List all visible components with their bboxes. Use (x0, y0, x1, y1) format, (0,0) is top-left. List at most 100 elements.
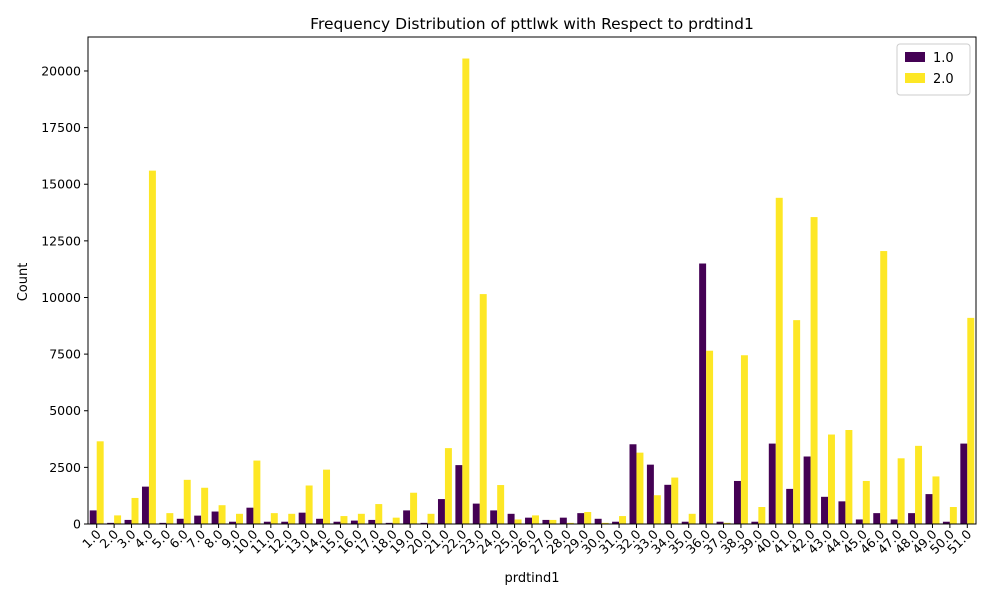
bars-group (89, 58, 975, 525)
bar-series-1.0-cat-27.0 (542, 519, 550, 524)
bar-series-1.0-cat-35.0 (681, 521, 689, 524)
legend: 1.02.0 (896, 43, 971, 96)
y-axis: 0 2500 5000 7500 10000 12500 15000 17500 20000 (41, 63, 88, 532)
bar-series-1.0-cat-18.0 (385, 522, 393, 524)
bar-series-2.0-cat-23.0 (479, 294, 487, 524)
bar-series-1.0-cat-38.0 (733, 480, 741, 524)
bar-series-2.0-cat-18.0 (392, 517, 400, 524)
bar-series-1.0-cat-16.0 (350, 520, 358, 524)
bar-series-1.0-cat-19.0 (403, 510, 411, 524)
chart-title: Frequency Distribution of pttlwk with Re… (310, 15, 754, 33)
y-tick-label: 20000 (41, 63, 81, 78)
bar-series-1.0-cat-44.0 (838, 501, 846, 524)
legend-swatch-2.0 (905, 73, 925, 83)
bar-series-1.0-cat-29.0 (577, 513, 585, 524)
bar-series-1.0-cat-7.0 (194, 515, 202, 524)
bar-series-1.0-cat-5.0 (159, 522, 167, 524)
bar-series-1.0-cat-21.0 (437, 499, 445, 524)
y-tick-label: 0 (73, 517, 81, 532)
bar-series-1.0-cat-12.0 (281, 521, 289, 524)
bar-series-2.0-cat-25.0 (514, 519, 522, 524)
y-tick-label: 7500 (49, 347, 81, 362)
bar-series-2.0-cat-20.0 (427, 513, 435, 524)
bar-series-1.0-cat-20.0 (420, 522, 428, 524)
bar-series-2.0-cat-21.0 (444, 448, 452, 524)
legend-label-1.0: 1.0 (933, 51, 954, 66)
bar-series-2.0-cat-2.0 (114, 515, 122, 524)
bar-series-2.0-cat-48.0 (915, 445, 923, 524)
bar-series-2.0-cat-7.0 (201, 487, 209, 524)
bar-series-2.0-cat-29.0 (584, 511, 592, 524)
bar-series-2.0-cat-33.0 (653, 495, 661, 524)
bar-series-2.0-cat-14.0 (323, 469, 331, 524)
bar-series-1.0-cat-10.0 (246, 507, 254, 524)
bar-series-2.0-cat-46.0 (880, 251, 888, 525)
bar-series-2.0-cat-13.0 (305, 485, 313, 524)
y-tick-label: 10000 (41, 290, 81, 305)
bar-series-2.0-cat-24.0 (497, 485, 505, 524)
bar-series-1.0-cat-45.0 (855, 519, 863, 524)
bar-series-1.0-cat-25.0 (507, 513, 515, 524)
bar-series-2.0-cat-15.0 (340, 516, 348, 524)
y-tick-label: 12500 (41, 233, 81, 248)
bar-series-1.0-cat-1.0 (89, 510, 97, 524)
x-axis-label: prdtind1 (504, 571, 559, 586)
y-tick-label: 5000 (49, 403, 81, 418)
bar-series-2.0-cat-10.0 (253, 460, 261, 524)
bar-series-1.0-cat-39.0 (751, 521, 759, 524)
bar-series-2.0-cat-28.0 (566, 522, 574, 524)
bar-series-1.0-cat-43.0 (821, 496, 828, 524)
bar-series-2.0-cat-5.0 (166, 513, 174, 524)
bar-series-2.0-cat-44.0 (845, 430, 853, 524)
legend-label-2.0: 2.0 (933, 72, 954, 87)
bar-series-2.0-cat-49.0 (932, 476, 940, 524)
bar-series-2.0-cat-17.0 (375, 504, 383, 524)
bar-series-2.0-cat-12.0 (288, 513, 296, 524)
bar-series-1.0-cat-51.0 (960, 443, 968, 524)
bar-series-2.0-cat-34.0 (671, 477, 679, 524)
bar-series-1.0-cat-50.0 (942, 521, 950, 524)
bar-series-2.0-cat-6.0 (183, 479, 191, 524)
bar-series-2.0-cat-31.0 (619, 516, 627, 524)
bar-series-2.0-cat-32.0 (636, 452, 644, 524)
bar-series-1.0-cat-17.0 (368, 519, 376, 524)
bar-series-1.0-cat-6.0 (176, 518, 184, 524)
bar-series-1.0-cat-3.0 (124, 519, 132, 524)
bar-series-1.0-cat-33.0 (646, 464, 654, 524)
bar-series-1.0-cat-49.0 (925, 494, 933, 524)
bar-series-2.0-cat-40.0 (775, 197, 783, 524)
bar-series-2.0-cat-51.0 (967, 317, 975, 524)
bar-series-1.0-cat-4.0 (141, 486, 149, 524)
bar-series-1.0-cat-28.0 (559, 517, 567, 524)
bar-series-2.0-cat-36.0 (706, 350, 714, 524)
bar-series-1.0-cat-9.0 (229, 521, 236, 524)
bar-series-2.0-cat-45.0 (862, 480, 870, 524)
bar-series-1.0-cat-30.0 (594, 518, 602, 524)
bar-series-2.0-cat-3.0 (131, 497, 139, 524)
bar-series-1.0-cat-2.0 (107, 522, 115, 524)
bar-series-2.0-cat-11.0 (270, 513, 278, 524)
bar-series-1.0-cat-46.0 (873, 513, 881, 524)
bar-series-1.0-cat-36.0 (699, 263, 707, 524)
bar-series-2.0-cat-30.0 (601, 522, 609, 524)
bar-series-2.0-cat-26.0 (532, 515, 539, 524)
bar-series-2.0-cat-8.0 (218, 505, 226, 524)
bar-series-2.0-cat-19.0 (410, 492, 418, 524)
bar-series-2.0-cat-50.0 (949, 507, 957, 524)
bar-series-1.0-cat-22.0 (455, 465, 463, 524)
bar-series-1.0-cat-48.0 (908, 513, 916, 524)
bar-series-1.0-cat-34.0 (664, 484, 672, 524)
y-tick-label: 17500 (41, 120, 81, 135)
bar-series-2.0-cat-37.0 (723, 522, 731, 524)
bar-series-1.0-cat-40.0 (768, 443, 776, 524)
bar-series-2.0-cat-43.0 (828, 434, 835, 524)
bar-series-2.0-cat-27.0 (549, 519, 557, 524)
bar-series-2.0-cat-9.0 (236, 513, 243, 524)
bar-series-1.0-cat-26.0 (525, 517, 532, 524)
bar-series-2.0-cat-1.0 (96, 441, 104, 524)
bar-series-2.0-cat-42.0 (810, 217, 818, 524)
bar-series-1.0-cat-8.0 (211, 511, 219, 524)
bar-series-1.0-cat-15.0 (333, 521, 341, 524)
y-tick-label: 2500 (49, 460, 81, 475)
